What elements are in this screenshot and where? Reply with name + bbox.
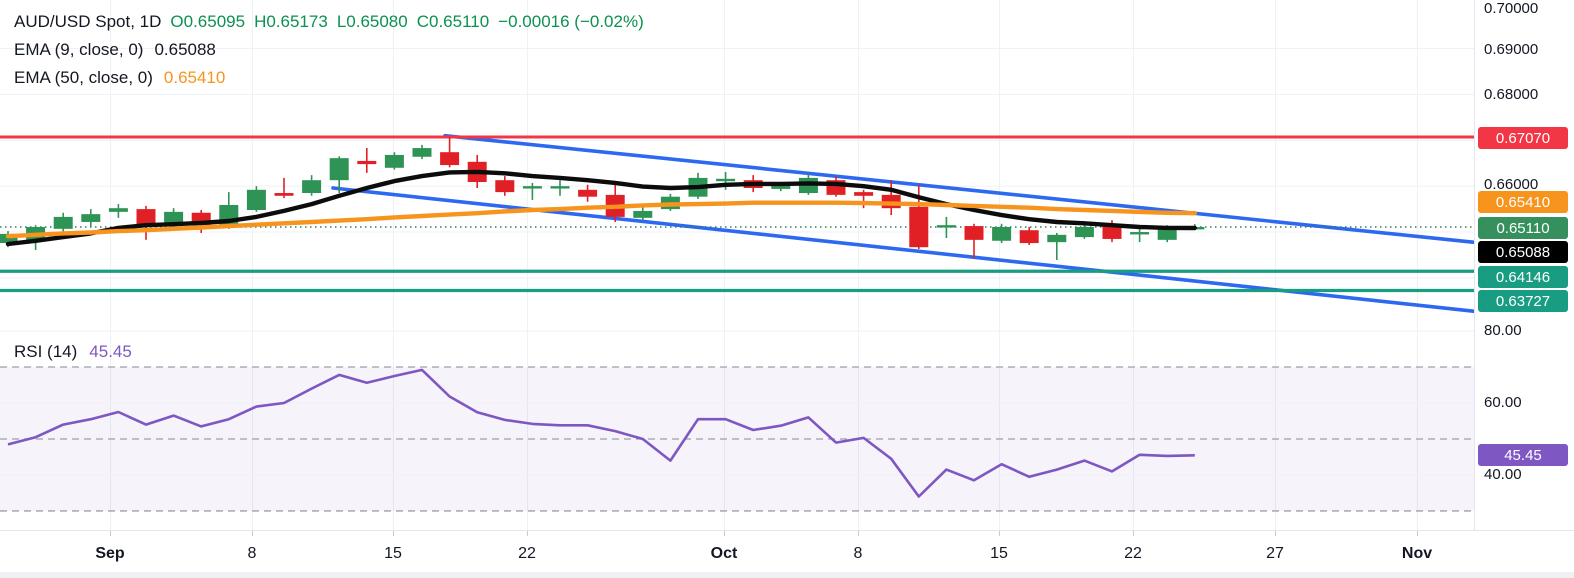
price-badge: 0.67070 [1478,127,1568,149]
price-axis-label: 0.66000 [1484,176,1539,193]
trendline-upper[interactable] [443,133,1480,245]
candle-up [633,210,653,218]
ohlc-open: O0.65095 [170,12,246,31]
ema50-line [5,200,1198,239]
symbol-title: AUD/USD Spot, 1D [14,12,162,31]
candle-down [495,180,515,193]
ema9-legend-row[interactable]: EMA (9, close, 0) 0.65088 [14,36,653,64]
rsi-label: RSI (14) [14,342,78,361]
time-axis-tick [999,531,1000,536]
time-axis-label: 15 [990,545,1008,562]
time-axis-label: Nov [1401,545,1433,562]
ema9-label: EMA (9, close, 0) [14,40,144,59]
candle-up [329,158,349,181]
rsi-value: 45.45 [89,342,132,361]
candle-down [440,152,460,166]
candle-up [1047,234,1067,243]
candle-up [550,186,570,189]
price-axis-label: 0.70000 [1484,0,1539,17]
price-badge: 0.65410 [1478,191,1568,213]
ema9-line [5,169,1198,247]
price-axis-label: 0.69000 [1484,41,1539,58]
ohlc-low: L0.65080 [336,12,408,31]
candle-down [1102,225,1122,239]
candle-down [274,193,294,196]
candle-up [246,189,266,211]
price-axis[interactable]: 0.70000 0.69000 0.68000 0.66000 80.00 60.00 40… [1474,0,1574,530]
ema50-label: EMA (50, close, 0) [14,68,153,87]
ema50-value: 0.65410 [163,68,226,87]
time-axis-label: 8 [853,545,863,562]
time-axis-label: 8 [247,545,257,562]
candle-down [909,206,929,248]
candle-up [302,180,322,194]
time-axis-label: 27 [1266,545,1284,562]
time-axis-label: Oct [710,545,738,562]
time-axis-tick [724,531,725,536]
price-badge: 0.63727 [1478,290,1568,312]
ohlc-change: −0.00016 (−0.02%) [498,12,644,31]
time-axis-label: 22 [1124,545,1142,562]
candle-up [53,216,73,229]
time-axis-tick [1275,531,1276,536]
time-axis-tick [393,531,394,536]
candle-up [936,225,956,228]
price-badge: 45.45 [1478,444,1568,466]
price-axis-label: 60.00 [1484,394,1522,411]
candle-up [1130,232,1150,235]
candle-down [136,209,156,226]
symbol-legend[interactable]: AUD/USD Spot, 1D O0.65095 H0.65173 L0.65… [14,8,653,92]
candle-up [384,154,404,168]
time-axis-tick [252,531,253,536]
time-axis-tick [858,531,859,536]
candle-up [1157,227,1177,240]
candle-down [964,226,984,240]
time-axis-label: Sep [95,545,125,562]
bottom-edge-strip [0,572,1574,578]
candle-down [1019,230,1039,244]
price-axis-label: 40.00 [1484,466,1522,483]
ohlc-close: C0.65110 [416,12,490,31]
time-axis-label: 15 [384,545,402,562]
candle-up [716,178,736,182]
candle-up [1074,227,1094,238]
time-axis-tick [110,531,111,536]
candle-up [992,227,1012,241]
candle-up [81,214,101,222]
candle-up [164,211,184,223]
candle-down [357,160,377,165]
price-axis-label: 80.00 [1484,322,1522,339]
rsi-line [7,368,1195,498]
candle-up [771,184,791,189]
trendline-lower[interactable] [331,186,1480,314]
price-badge: 0.64146 [1478,266,1568,288]
price-badge: 0.65088 [1478,241,1568,263]
price-badge: 0.65110 [1478,217,1568,239]
time-axis-tick [1417,531,1418,536]
time-axis-tick [1133,531,1134,536]
candle-up [522,186,542,189]
ema50-legend-row[interactable]: EMA (50, close, 0) 0.65410 [14,64,653,92]
candle-up [412,148,432,157]
ohlc-high: H0.65173 [254,12,328,31]
rsi-legend-row[interactable]: RSI (14) 45.45 [14,339,132,365]
time-axis-tick [527,531,528,536]
candle-down [578,189,598,197]
price-axis-label: 0.68000 [1484,86,1539,103]
time-axis[interactable]: Sep 8 15 22 Oct 8 15 22 27 Nov [0,530,1574,578]
symbol-ohlc-row[interactable]: AUD/USD Spot, 1D O0.65095 H0.65173 L0.65… [14,8,653,36]
candle-up [108,208,128,212]
ema9-value: 0.65088 [154,40,216,59]
candle-down [854,192,874,196]
candle-up [0,233,18,244]
time-axis-label: 22 [518,545,536,562]
